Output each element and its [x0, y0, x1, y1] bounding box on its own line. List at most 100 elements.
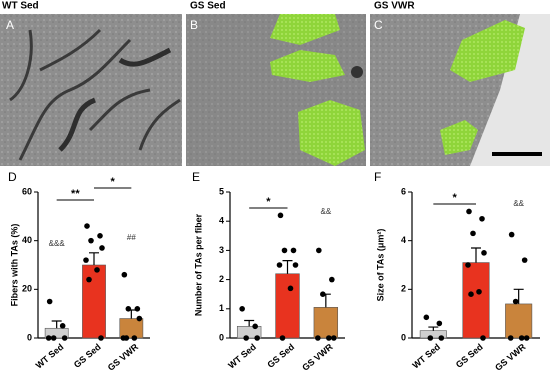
data-point — [465, 262, 471, 268]
data-point — [83, 257, 89, 263]
data-point — [97, 233, 103, 239]
data-point — [134, 306, 141, 312]
data-point — [518, 335, 525, 341]
panel-letter: F — [374, 170, 381, 184]
y-tick-label: 0 — [219, 332, 224, 342]
data-point — [326, 335, 332, 341]
significance-label: && — [320, 207, 331, 216]
data-point — [331, 335, 337, 341]
micrograph-title: GS VWR — [374, 1, 415, 12]
panel-letter: B — [190, 18, 198, 32]
data-point — [436, 320, 443, 327]
y-tick-label: 60 — [22, 186, 32, 196]
data-point — [479, 215, 485, 222]
data-point — [438, 335, 445, 341]
data-point — [521, 257, 528, 263]
y-tick-label: 2 — [219, 274, 224, 284]
error-bar — [282, 260, 293, 274]
data-point — [84, 223, 90, 229]
data-point — [136, 315, 143, 322]
error-bar — [428, 326, 439, 331]
bar — [82, 264, 106, 339]
data-point — [131, 335, 138, 341]
y-axis-label: Fibers with TAs (%) — [9, 224, 19, 307]
x-tick-label: GS Sed — [265, 342, 296, 370]
y-tick-label: 3 — [219, 245, 224, 255]
panel-letter: C — [374, 18, 383, 32]
micrograph-c: GS VWR C — [370, 1, 550, 166]
data-point — [481, 250, 487, 256]
y-axis-label: Size of TAs (μm²) — [375, 229, 385, 302]
panel-letter: A — [6, 18, 14, 32]
scale-bar — [492, 152, 542, 156]
y-tick-label: 6 — [401, 186, 406, 196]
data-point — [315, 335, 321, 341]
x-tick-label: GS Sed — [454, 342, 485, 370]
data-point — [277, 212, 284, 219]
data-point — [86, 276, 92, 283]
data-point — [423, 314, 430, 321]
significance-label: ** — [71, 188, 80, 200]
y-tick-label: 4 — [401, 235, 406, 245]
data-point — [99, 245, 105, 251]
y-tick-label: 0 — [27, 332, 32, 342]
data-point — [427, 335, 434, 341]
data-point — [507, 335, 514, 341]
x-tick-label: WT Sed — [226, 342, 258, 371]
data-point — [508, 231, 515, 238]
data-point — [480, 335, 486, 341]
data-point — [239, 306, 245, 312]
data-point — [279, 335, 286, 341]
data-point — [476, 288, 482, 295]
x-tick-label: GS VWR — [300, 341, 335, 372]
y-tick-label: 40 — [22, 235, 32, 245]
data-point — [281, 247, 288, 254]
significance-label: * — [111, 176, 116, 188]
y-tick-label: 20 — [22, 284, 32, 294]
data-point — [512, 298, 519, 305]
bar — [119, 318, 144, 339]
micrograph-title: WT Sed — [2, 1, 39, 12]
significance-label: ## — [127, 233, 136, 242]
micrograph-a: WT Sed A — [0, 1, 182, 166]
data-point — [254, 335, 260, 341]
data-point — [98, 335, 104, 341]
panel-letter: D — [8, 170, 17, 184]
data-point — [468, 291, 474, 298]
micrograph-b: GS Sed B — [186, 1, 366, 166]
x-tick-label: WT Sed — [34, 342, 66, 371]
data-point — [329, 276, 335, 283]
data-point — [243, 335, 249, 341]
data-point — [121, 271, 128, 278]
data-point — [466, 208, 472, 215]
micrograph-title: GS Sed — [190, 1, 226, 12]
data-point — [88, 237, 94, 244]
data-point — [276, 262, 283, 268]
data-point — [61, 335, 68, 341]
data-point — [470, 230, 476, 237]
error-bar — [471, 247, 481, 263]
significance-label: * — [266, 196, 271, 208]
data-point — [523, 335, 530, 341]
bar — [275, 273, 300, 339]
y-tick-label: 2 — [401, 284, 406, 294]
y-tick-label: 0 — [401, 332, 406, 342]
data-point — [125, 306, 132, 312]
bar — [462, 262, 490, 339]
data-point — [59, 323, 66, 329]
data-point — [320, 291, 326, 298]
y-axis-label: Number of TAs per fiber — [193, 213, 203, 316]
bar — [313, 307, 339, 339]
x-tick-label: WT Sed — [410, 342, 442, 371]
significance-label: && — [513, 199, 524, 208]
y-tick-label: 5 — [219, 186, 224, 196]
error-bar — [513, 288, 524, 304]
data-point — [94, 267, 100, 273]
bar — [505, 303, 533, 339]
data-point — [46, 298, 53, 305]
data-point — [50, 335, 57, 341]
error-bar — [244, 319, 255, 327]
x-tick-label: GS VWR — [493, 341, 528, 372]
data-point — [316, 247, 322, 254]
